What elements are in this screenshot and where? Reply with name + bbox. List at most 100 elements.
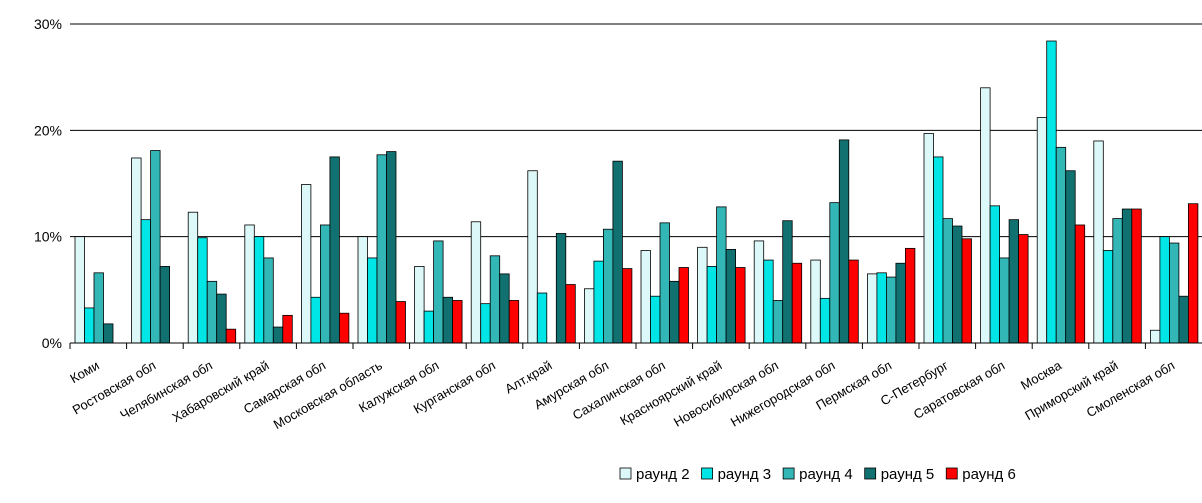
bar-раунд-4 <box>319 224 331 344</box>
bar-раунд-6 <box>282 314 293 344</box>
bar-раунд-3 <box>1046 40 1057 344</box>
bar-раунд-4 <box>263 257 274 344</box>
bar-раунд-6 <box>1018 234 1029 344</box>
bar-раунд-4 <box>886 276 897 344</box>
legend-label: раунд 2 <box>636 466 690 483</box>
bar-раунд-6 <box>961 238 972 344</box>
bar-раунд-3 <box>310 296 321 344</box>
bar-раунд-4 <box>1169 242 1180 344</box>
legend-swatch <box>619 467 632 480</box>
bar-раунд-6 <box>1131 208 1142 344</box>
bar-раунд-3 <box>367 257 378 344</box>
bar-раунд-5 <box>782 220 793 344</box>
x-category-label: Приморский край <box>1022 358 1120 423</box>
bar-раунд-6 <box>905 247 916 344</box>
bar-раунд-4 <box>489 255 501 344</box>
bar-раунд-2 <box>300 184 312 344</box>
bar-раунд-2 <box>584 288 595 344</box>
x-category-label: Новосибирская обл <box>671 358 781 430</box>
bar-раунд-2 <box>187 211 199 344</box>
bar-раунд-5 <box>1008 219 1019 344</box>
bar-раунд-5 <box>725 249 736 344</box>
bar-раунд-3 <box>763 259 774 344</box>
bar-раунд-6 <box>338 312 350 344</box>
bar-раунд-3 <box>819 297 831 344</box>
y-tick-label: 0% <box>42 335 62 351</box>
bar-раунд-6 <box>848 259 859 344</box>
bar-раунд-3 <box>706 266 717 344</box>
x-category-label: Сахалинская обл <box>570 358 668 423</box>
bar-раунд-4 <box>772 300 784 344</box>
bar-раунд-4 <box>1112 218 1123 344</box>
bar-раунд-2 <box>74 236 85 344</box>
bar-раунд-6 <box>565 284 576 344</box>
y-tick-label: 20% <box>34 122 62 138</box>
bar-раунд-6 <box>1188 203 1199 344</box>
bar-раунд-5 <box>272 326 284 344</box>
bar-раунд-6 <box>678 267 689 344</box>
bar-раунд-3 <box>480 303 491 344</box>
bar-раунд-2 <box>753 240 765 344</box>
bar-раунд-2 <box>244 224 255 344</box>
bar-раунд-3 <box>536 292 548 344</box>
bar-раунд-5 <box>952 225 963 344</box>
legend-swatch <box>782 467 795 480</box>
bar-раунд-2 <box>867 273 878 344</box>
x-category-label: Нижегородская обл <box>728 358 838 430</box>
bar-раунд-3 <box>197 237 208 344</box>
bar-раунд-3 <box>593 260 604 344</box>
bar-раунд-2 <box>980 87 991 344</box>
bar-раунд-5 <box>838 139 850 344</box>
x-category-label: Хабаровский край <box>170 358 272 426</box>
bar-раунд-3 <box>423 310 435 344</box>
bar-раунд-2 <box>527 170 538 344</box>
bar-раунд-5 <box>895 262 906 344</box>
bar-раунд-2 <box>923 133 934 344</box>
legend-label: раунд 3 <box>718 466 772 483</box>
bar-раунд-3 <box>253 236 265 344</box>
bar-раунд-3 <box>1159 236 1170 344</box>
gridlines <box>70 23 1202 344</box>
y-axis-ticks: 0% 10% 20% 30% <box>34 16 62 351</box>
bar-раунд-4 <box>376 154 387 344</box>
bar-раунд-3 <box>876 272 887 344</box>
bar-раунд-5 <box>103 323 114 344</box>
bars <box>69 40 1199 349</box>
bar-раунд-5 <box>1065 170 1076 344</box>
legend-label: раунд 6 <box>962 466 1016 483</box>
bar-раунд-2 <box>1150 329 1161 344</box>
bar-раунд-4 <box>150 150 161 344</box>
bar-раунд-6 <box>1074 224 1086 344</box>
legend-label: раунд 4 <box>799 466 853 483</box>
bar-раунд-4 <box>206 280 218 344</box>
bar-раунд-5 <box>442 296 454 344</box>
legend-swatch <box>945 467 958 480</box>
x-category-label: Коми <box>67 358 101 386</box>
legend-label: раунд 5 <box>881 466 935 483</box>
bar-раунд-5 <box>386 151 397 344</box>
bar-раунд-6 <box>225 328 237 344</box>
bar-раунд-4 <box>433 240 444 344</box>
bar-раунд-2 <box>414 266 425 344</box>
bar-раунд-5 <box>216 293 227 344</box>
legend-swatch <box>701 467 713 480</box>
bar-раунд-4 <box>999 257 1010 344</box>
bar-раунд-6 <box>791 262 803 344</box>
bar-раунд-4 <box>93 272 104 344</box>
bar-раунд-5 <box>499 273 510 344</box>
bar-раунд-5 <box>159 266 171 344</box>
bar-раунд-2 <box>810 259 821 344</box>
bar-раунд-6 <box>735 267 746 344</box>
bar-раунд-4 <box>659 222 670 344</box>
bar-раунд-2 <box>697 246 708 344</box>
bar-раунд-4 <box>716 206 727 344</box>
y-tick-label: 30% <box>34 16 62 32</box>
legend-swatch <box>864 467 877 480</box>
bar-раунд-5 <box>329 156 340 344</box>
y-tick-label: 10% <box>34 229 62 245</box>
bar-раунд-5 <box>669 280 680 344</box>
bar-раунд-4 <box>1055 146 1067 344</box>
bar-раунд-6 <box>395 301 406 344</box>
